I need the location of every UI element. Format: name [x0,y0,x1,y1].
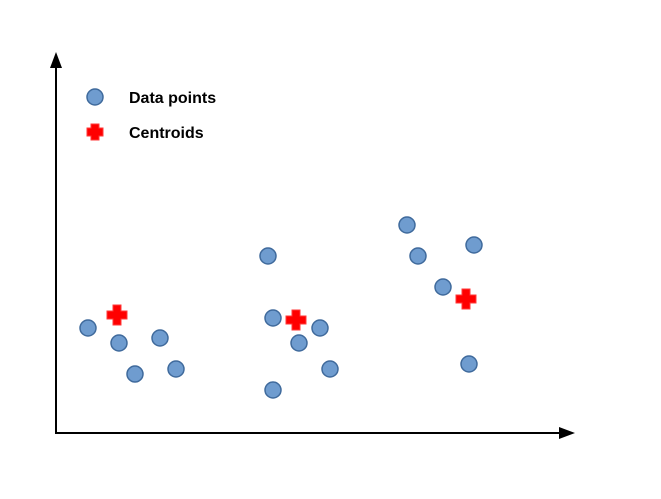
legend-centroids-label: Centroids [129,125,204,142]
centroid-marker [106,304,128,326]
data-point [465,236,483,254]
x-axis [55,427,575,439]
y-axis-arrowhead [50,52,62,68]
y-axis [50,52,62,433]
data-point [264,309,282,327]
data-point [259,247,277,265]
data-point [409,247,427,265]
data-point [167,360,185,378]
legend-data-points-label: Data points [129,90,216,107]
data-point [151,329,169,347]
data-point [434,278,452,296]
centroid-marker [285,309,307,331]
x-axis-arrowhead [559,427,575,439]
data-points-layer [79,216,483,399]
centroid-marker [455,288,477,310]
legend-centroid-marker [86,123,104,141]
data-point [311,319,329,337]
data-point [460,355,478,373]
data-point [321,360,339,378]
legend: Data points Centroids [86,88,216,142]
data-point [398,216,416,234]
data-point [290,334,308,352]
data-point [126,365,144,383]
centroids-layer [106,288,477,331]
data-point [110,334,128,352]
legend-data-point-marker [86,88,104,106]
data-point [264,381,282,399]
data-point [79,319,97,337]
